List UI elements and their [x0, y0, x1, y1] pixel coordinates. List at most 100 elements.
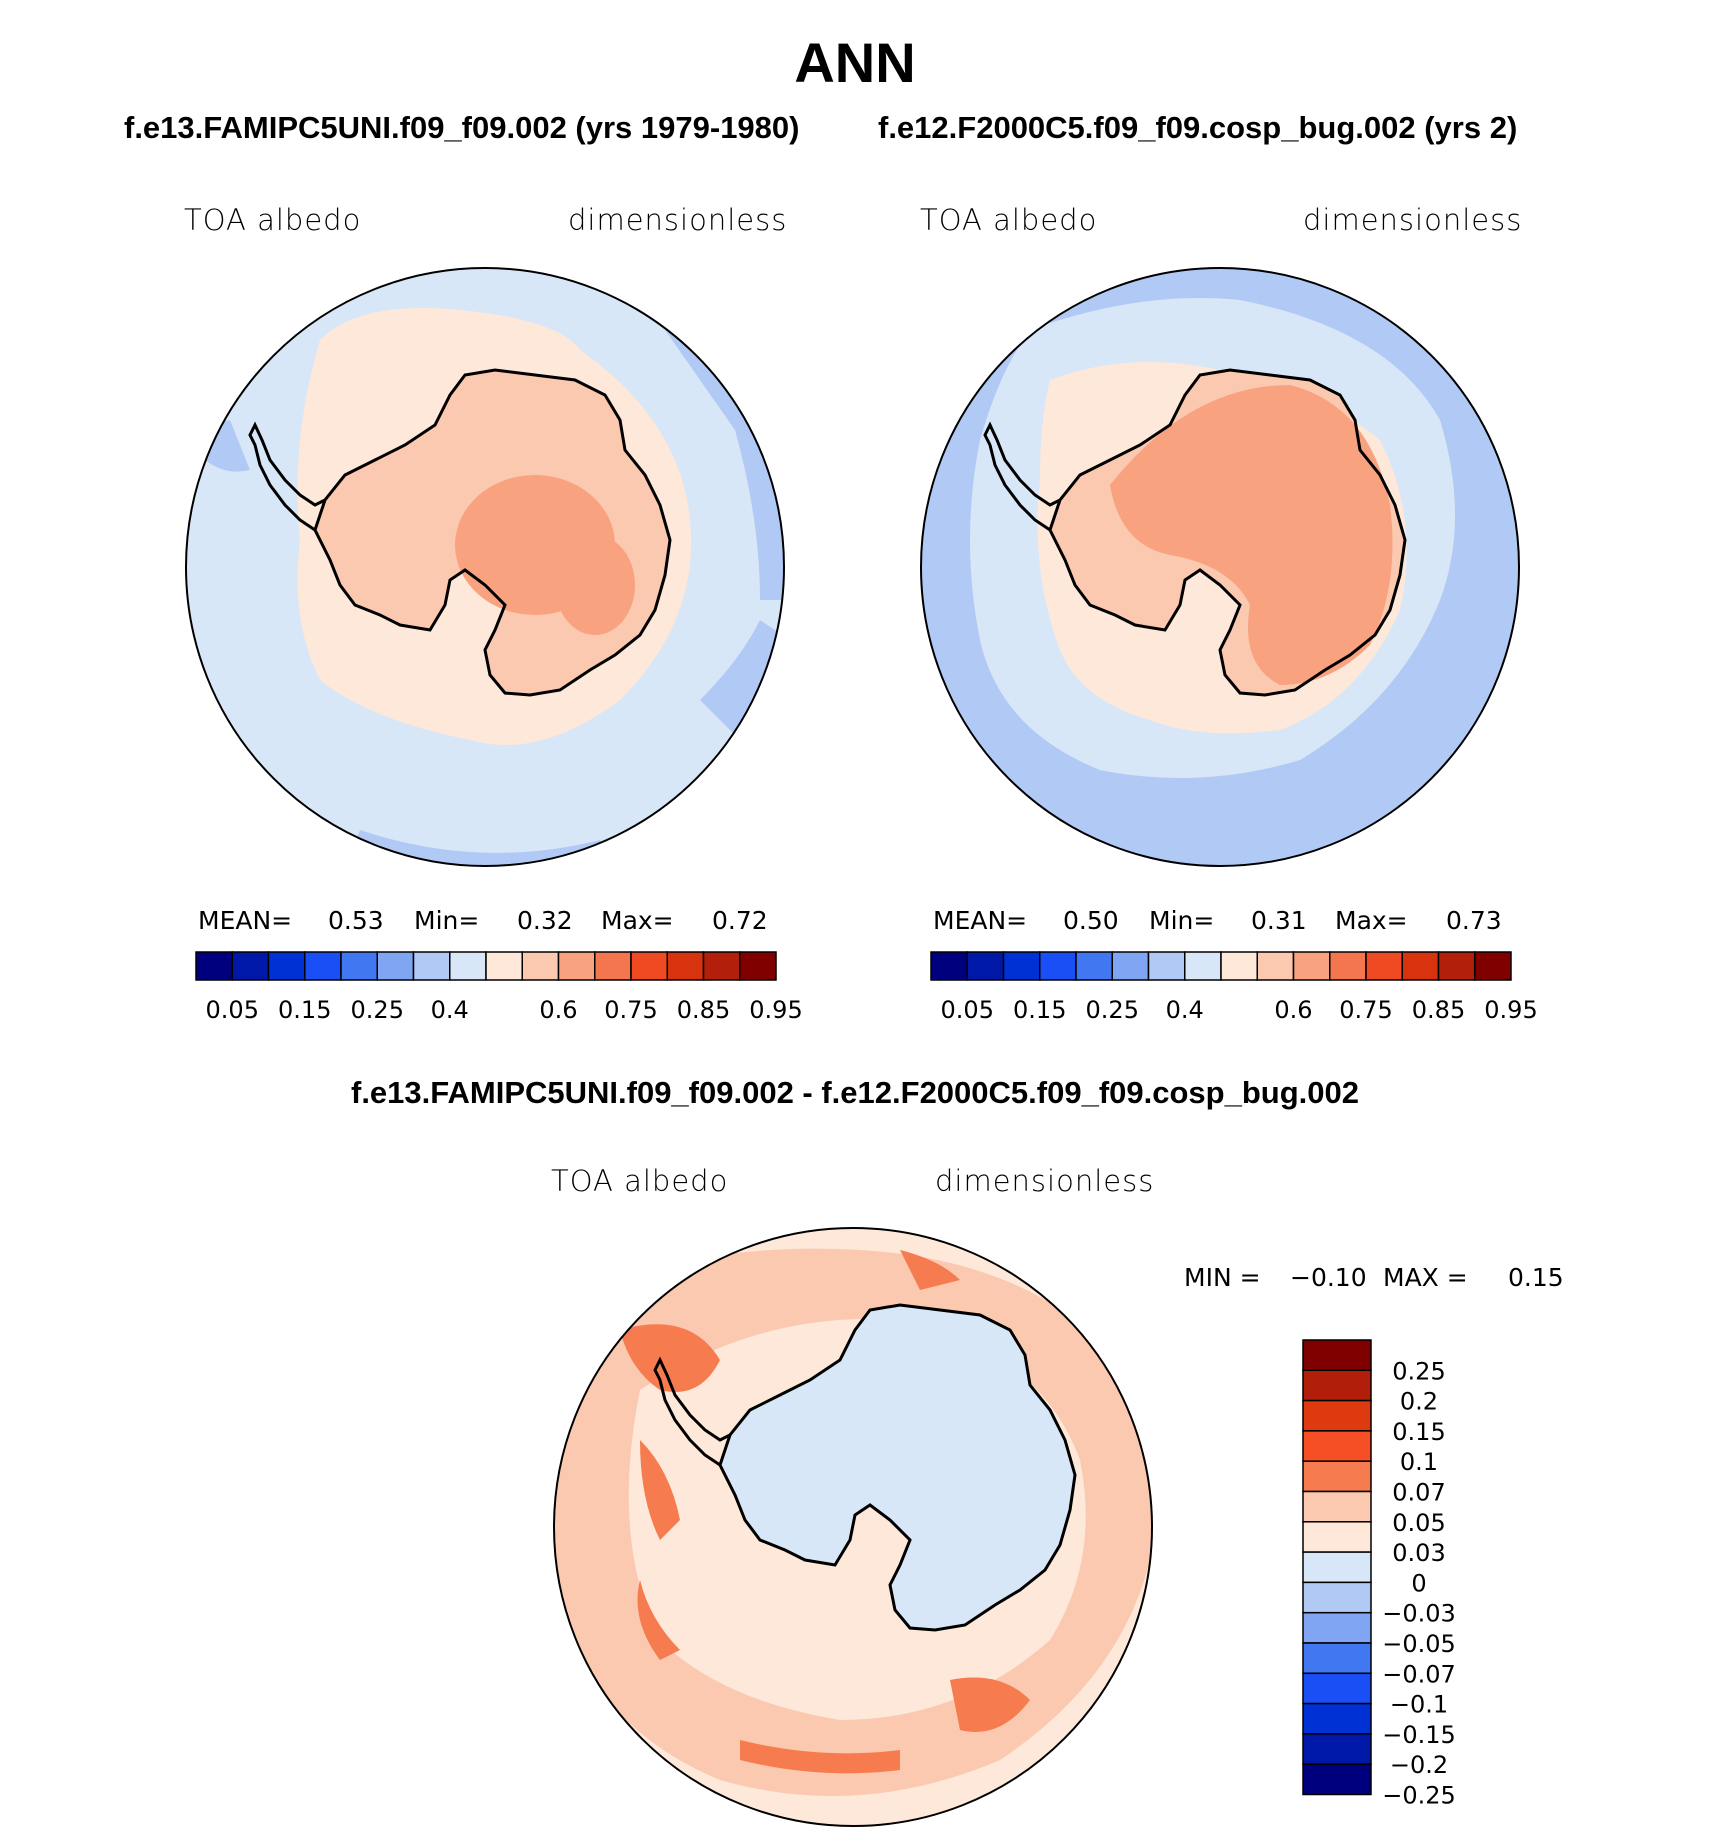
- panel1-min-value: 0.32: [517, 906, 573, 935]
- difference-colorbar-swatch: [1302, 1521, 1372, 1553]
- panel1-map: [185, 267, 785, 867]
- panel2-mean-value: 0.50: [1063, 906, 1119, 935]
- difference-colorbar-tick-label: −0.05: [1382, 1630, 1456, 1658]
- difference-colorbar-swatch: [1302, 1763, 1372, 1796]
- panel2-colorbar-swatch: [1401, 951, 1440, 981]
- panel2-colorbar-tick-label: 0.95: [1484, 996, 1537, 1024]
- panel2-colorbar-swatch: [966, 951, 1005, 981]
- difference-colorbar-swatch: [1302, 1490, 1372, 1523]
- panel3-units: dimensionless: [935, 1164, 1155, 1198]
- panel2-colorbar-tick-label: 0.15: [1013, 996, 1066, 1024]
- difference-colorbar-tick-label: 0.25: [1392, 1357, 1445, 1385]
- panel2-max-label: Max=: [1335, 906, 1408, 935]
- panel1-colorbar-swatch: [521, 951, 560, 981]
- difference-colorbar-swatch: [1302, 1339, 1372, 1372]
- panel2-colorbar-swatch: [1220, 951, 1258, 981]
- panel3-min-label: MIN =: [1184, 1263, 1261, 1292]
- difference-colorbar-swatch: [1302, 1733, 1372, 1765]
- panel1-colorbar-tick-label: 0.05: [206, 996, 259, 1024]
- panel2-colorbar-tick-label: 0.05: [941, 996, 994, 1024]
- difference-colorbar-swatch: [1302, 1369, 1372, 1402]
- panel1-min-label: Min=: [414, 906, 480, 935]
- panel1-mean-label: MEAN=: [198, 906, 293, 935]
- panel1-colorbar-swatch: [340, 951, 378, 981]
- panel2-colorbar-tick-label: 0.75: [1339, 996, 1392, 1024]
- panel2-variable: TOA albedo: [920, 203, 1098, 237]
- panel1-colorbar-swatch: [594, 951, 632, 981]
- panel1-colorbar-tick-label: 0.6: [539, 996, 577, 1024]
- difference-colorbar-swatch: [1302, 1551, 1372, 1584]
- difference-colorbar-swatch: [1302, 1399, 1372, 1432]
- panel2-colorbar-tick-label: 0.85: [1412, 996, 1465, 1024]
- difference-colorbar-tick-label: 0.15: [1392, 1418, 1445, 1446]
- panel2-colorbar-swatch: [1329, 951, 1367, 981]
- panel2-colorbar: 0.05 0.15 0.25 0.4 0.6 0.75 0.85 0.95: [930, 951, 1538, 1024]
- panel1-colorbar-swatch: [739, 951, 777, 981]
- difference-colorbar-tick-label: −0.03: [1382, 1600, 1456, 1628]
- panel2-max-value: 0.73: [1446, 906, 1502, 935]
- panel1-colorbar-tick-label: 0.15: [278, 996, 331, 1024]
- difference-title: f.e13.FAMIPC5UNI.f09_f09.002 - f.e12.F20…: [351, 1075, 1359, 1110]
- panel3-max-label: MAX =: [1383, 1263, 1468, 1292]
- panel2-min-value: 0.31: [1251, 906, 1307, 935]
- panel2-colorbar-swatch: [1184, 951, 1222, 981]
- panel2-colorbar-swatch: [1474, 951, 1512, 981]
- panel1-units: dimensionless: [568, 203, 788, 237]
- panel2-colorbar-swatch: [1256, 951, 1295, 981]
- panel3-max-value: 0.15: [1508, 1263, 1564, 1292]
- panel1-colorbar-tick-label: 0.95: [749, 996, 802, 1024]
- panel2-colorbar-swatch: [1437, 951, 1476, 981]
- panel2-colorbar-tick-label: 0.4: [1166, 996, 1204, 1024]
- panel1-colorbar-swatch: [557, 951, 596, 981]
- panel2-map: [920, 267, 1520, 867]
- panel2-colorbar-swatch: [1111, 951, 1150, 981]
- panel2-colorbar-swatch: [1002, 951, 1041, 981]
- difference-colorbar-tick-label: 0: [1411, 1569, 1426, 1597]
- difference-colorbar-swatch: [1302, 1430, 1372, 1462]
- panel2-colorbar-tick-label: 0.25: [1086, 996, 1139, 1024]
- panel3-min-value: −0.10: [1290, 1263, 1367, 1292]
- panel1-mean-value: 0.53: [328, 906, 384, 935]
- case1-title: f.e13.FAMIPC5UNI.f09_f09.002 (yrs 1979-1…: [124, 110, 800, 145]
- difference-colorbar: 0.250.20.150.10.070.050.030−0.03−0.05−0.…: [1302, 1339, 1456, 1810]
- case2-title: f.e12.F2000C5.f09_f09.cosp_bug.002 (yrs …: [878, 110, 1518, 145]
- panel3-map: [553, 1227, 1153, 1827]
- panel2-colorbar-swatch: [1075, 951, 1113, 981]
- panel1-colorbar: 0.05 0.15 0.25 0.4 0.6 0.75 0.85 0.95: [195, 951, 803, 1024]
- difference-colorbar-swatch: [1302, 1672, 1372, 1705]
- panel1-colorbar-swatch: [630, 951, 668, 981]
- panel2-units: dimensionless: [1303, 203, 1523, 237]
- difference-colorbar-tick-label: −0.07: [1382, 1660, 1456, 1688]
- panel3-variable: TOA albedo: [551, 1164, 729, 1198]
- difference-colorbar-tick-label: −0.2: [1390, 1751, 1448, 1779]
- difference-colorbar-swatch: [1302, 1642, 1372, 1675]
- difference-colorbar-tick-label: −0.15: [1382, 1721, 1456, 1749]
- difference-colorbar-swatch: [1302, 1702, 1372, 1735]
- panel1-colorbar-swatch: [449, 951, 487, 981]
- panel1-colorbar-tick-label: 0.75: [604, 996, 657, 1024]
- panel2-colorbar-swatch: [930, 951, 968, 981]
- panel1-max-label: Max=: [601, 906, 674, 935]
- panel2-mean-label: MEAN=: [933, 906, 1028, 935]
- panel1-variable: TOA albedo: [184, 203, 362, 237]
- panel2-colorbar-tick-label: 0.6: [1274, 996, 1312, 1024]
- panel1-colorbar-tick-label: 0.85: [677, 996, 730, 1024]
- difference-colorbar-tick-label: 0.05: [1392, 1509, 1445, 1537]
- panel1-colorbar-swatch: [267, 951, 306, 981]
- panel2-colorbar-swatch: [1365, 951, 1403, 981]
- panel2-colorbar-swatch: [1292, 951, 1331, 981]
- panel1-colorbar-tick-label: 0.25: [351, 996, 404, 1024]
- panel1-colorbar-tick-label: 0.4: [431, 996, 469, 1024]
- panel1-colorbar-swatch: [485, 951, 523, 981]
- difference-colorbar-tick-label: −0.1: [1390, 1691, 1448, 1719]
- panel1-colorbar-swatch: [702, 951, 741, 981]
- panel2-min-label: Min=: [1149, 906, 1215, 935]
- difference-colorbar-swatch: [1302, 1581, 1372, 1614]
- panel2-colorbar-swatch: [1147, 951, 1186, 981]
- panel1-colorbar-swatch: [412, 951, 451, 981]
- difference-colorbar-tick-label: 0.1: [1400, 1448, 1438, 1476]
- difference-colorbar-swatch: [1302, 1611, 1372, 1644]
- panel1-colorbar-swatch: [666, 951, 705, 981]
- difference-colorbar-tick-label: 0.07: [1392, 1479, 1445, 1507]
